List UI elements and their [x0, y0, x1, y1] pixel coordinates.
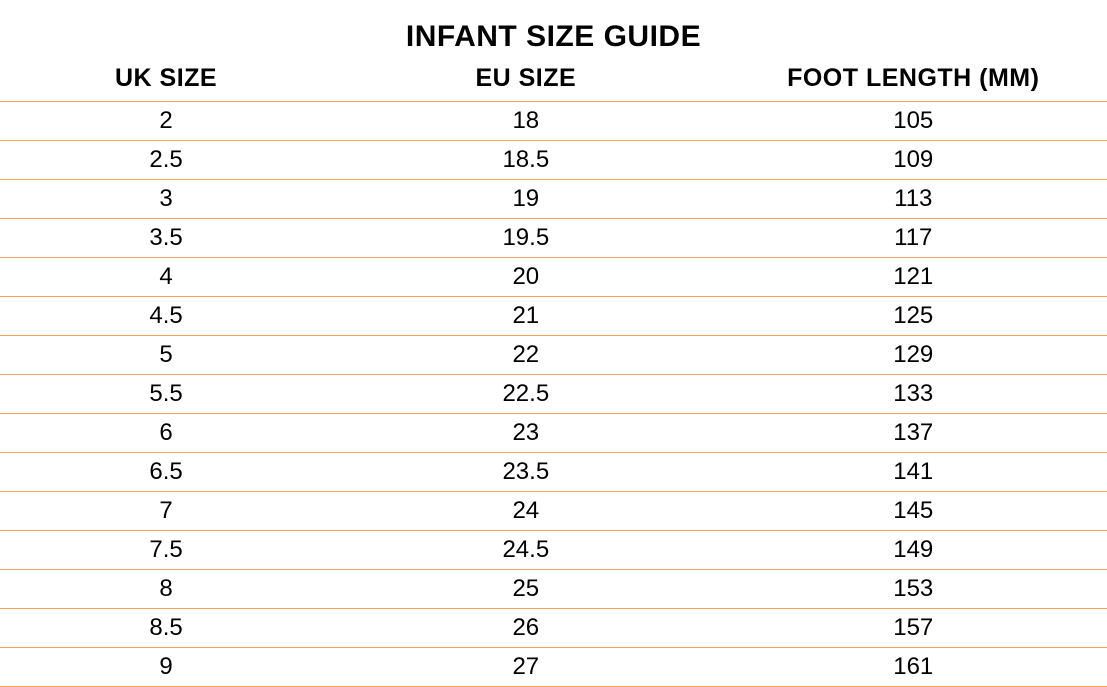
table-cell: 6.5 [0, 453, 332, 492]
table-cell: 6 [0, 414, 332, 453]
table-title: INFANT SIZE GUIDE [0, 20, 1107, 60]
table-cell: 109 [720, 141, 1107, 180]
table-cell: 22 [332, 336, 719, 375]
table-cell: 25 [332, 570, 719, 609]
table-row: 319113 [0, 180, 1107, 219]
table-cell: 19.5 [332, 219, 719, 258]
table-cell: 22.5 [332, 375, 719, 414]
table-cell: 8 [0, 570, 332, 609]
table-cell: 4.5 [0, 297, 332, 336]
table-body: 2181052.518.51093191133.519.51174201214.… [0, 102, 1107, 687]
table-cell: 18 [332, 102, 719, 141]
table-row: 3.519.5117 [0, 219, 1107, 258]
table-cell: 5.5 [0, 375, 332, 414]
table-cell: 18.5 [332, 141, 719, 180]
table-cell: 141 [720, 453, 1107, 492]
table-cell: 4 [0, 258, 332, 297]
table-cell: 9 [0, 648, 332, 687]
table-cell: 2 [0, 102, 332, 141]
table-row: 724145 [0, 492, 1107, 531]
table-row: 522129 [0, 336, 1107, 375]
table-cell: 125 [720, 297, 1107, 336]
table-row: 6.523.5141 [0, 453, 1107, 492]
table-cell: 2.5 [0, 141, 332, 180]
table-cell: 24 [332, 492, 719, 531]
table-cell: 121 [720, 258, 1107, 297]
table-row: 927161 [0, 648, 1107, 687]
table-cell: 21 [332, 297, 719, 336]
table-row: 7.524.5149 [0, 531, 1107, 570]
table-row: 4.521125 [0, 297, 1107, 336]
table-cell: 7.5 [0, 531, 332, 570]
table-cell: 153 [720, 570, 1107, 609]
table-row: 420121 [0, 258, 1107, 297]
table-row: 8.526157 [0, 609, 1107, 648]
table-cell: 129 [720, 336, 1107, 375]
table-cell: 19 [332, 180, 719, 219]
size-guide-container: INFANT SIZE GUIDE UK SIZE EU SIZE FOOT L… [0, 0, 1107, 687]
column-header-foot-length: FOOT LENGTH (MM) [720, 60, 1107, 102]
size-guide-table: UK SIZE EU SIZE FOOT LENGTH (MM) 2181052… [0, 60, 1107, 687]
table-row: 623137 [0, 414, 1107, 453]
table-cell: 23 [332, 414, 719, 453]
table-cell: 23.5 [332, 453, 719, 492]
table-header-row: UK SIZE EU SIZE FOOT LENGTH (MM) [0, 60, 1107, 102]
table-row: 218105 [0, 102, 1107, 141]
table-cell: 113 [720, 180, 1107, 219]
column-header-eu-size: EU SIZE [332, 60, 719, 102]
table-cell: 3.5 [0, 219, 332, 258]
table-row: 5.522.5133 [0, 375, 1107, 414]
table-cell: 157 [720, 609, 1107, 648]
table-cell: 8.5 [0, 609, 332, 648]
table-row: 2.518.5109 [0, 141, 1107, 180]
table-cell: 137 [720, 414, 1107, 453]
table-cell: 3 [0, 180, 332, 219]
table-cell: 5 [0, 336, 332, 375]
table-cell: 26 [332, 609, 719, 648]
table-cell: 117 [720, 219, 1107, 258]
table-cell: 105 [720, 102, 1107, 141]
table-cell: 149 [720, 531, 1107, 570]
table-cell: 161 [720, 648, 1107, 687]
column-header-uk-size: UK SIZE [0, 60, 332, 102]
table-cell: 145 [720, 492, 1107, 531]
table-cell: 24.5 [332, 531, 719, 570]
table-row: 825153 [0, 570, 1107, 609]
table-cell: 27 [332, 648, 719, 687]
table-cell: 133 [720, 375, 1107, 414]
table-cell: 7 [0, 492, 332, 531]
table-cell: 20 [332, 258, 719, 297]
